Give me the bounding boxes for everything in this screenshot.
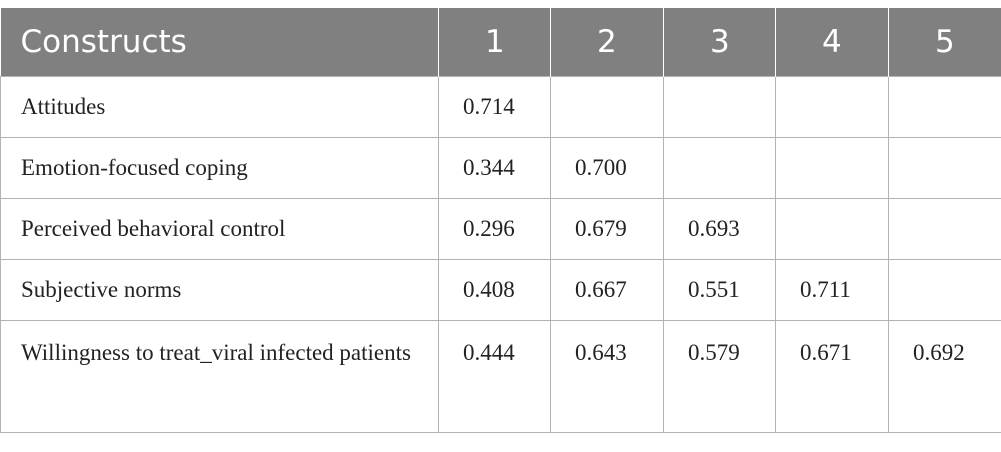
table-row: Emotion-focused coping 0.344 0.700 [0, 136, 1001, 199]
construct-label: Willingness to treat_viral infected pati… [0, 319, 439, 433]
table-cell: 0.692 [888, 319, 1001, 433]
table-cell: 0.408 [438, 258, 551, 321]
header-row: Constructs 1 2 3 4 5 [0, 8, 1001, 76]
table-cell [663, 136, 776, 199]
table-cell [888, 75, 1001, 138]
construct-label: Subjective norms [0, 258, 439, 321]
table-cell [775, 197, 889, 260]
table-cell: 0.667 [550, 258, 664, 321]
table-row: Attitudes 0.714 [0, 75, 1001, 138]
construct-label: Attitudes [0, 75, 439, 138]
table-cell: 0.444 [438, 319, 551, 433]
correlation-table: Constructs 1 2 3 4 5 Attitudes 0.714 Emo… [0, 8, 1001, 433]
table-header: Constructs 1 2 3 4 5 [0, 8, 1001, 76]
table-cell: 0.679 [550, 197, 664, 260]
header-col-5: 5 [888, 8, 1001, 76]
table-cell: 0.643 [550, 319, 664, 433]
table-cell [888, 136, 1001, 199]
table-cell [775, 75, 889, 138]
header-col-3: 3 [663, 8, 776, 76]
table-cell: 0.714 [438, 75, 551, 138]
table-cell [775, 136, 889, 199]
table-cell [550, 75, 664, 138]
header-col-1: 1 [438, 8, 551, 76]
table-cell: 0.671 [775, 319, 889, 433]
table-row: Perceived behavioral control 0.296 0.679… [0, 197, 1001, 260]
table-cell [663, 75, 776, 138]
header-col-4: 4 [775, 8, 889, 76]
table-cell: 0.344 [438, 136, 551, 199]
table-cell: 0.296 [438, 197, 551, 260]
header-constructs: Constructs [0, 8, 439, 76]
table-row: Subjective norms 0.408 0.667 0.551 0.711 [0, 258, 1001, 321]
construct-label: Emotion-focused coping [0, 136, 439, 199]
table-body: Attitudes 0.714 Emotion-focused coping 0… [0, 75, 1001, 433]
construct-label: Perceived behavioral control [0, 197, 439, 260]
table-cell: 0.551 [663, 258, 776, 321]
table-cell: 0.693 [663, 197, 776, 260]
table-cell: 0.711 [775, 258, 889, 321]
table-cell [888, 258, 1001, 321]
table-row: Willingness to treat_viral infected pati… [0, 319, 1001, 433]
table-cell: 0.579 [663, 319, 776, 433]
header-col-2: 2 [550, 8, 664, 76]
table-cell: 0.700 [550, 136, 664, 199]
table-cell [888, 197, 1001, 260]
